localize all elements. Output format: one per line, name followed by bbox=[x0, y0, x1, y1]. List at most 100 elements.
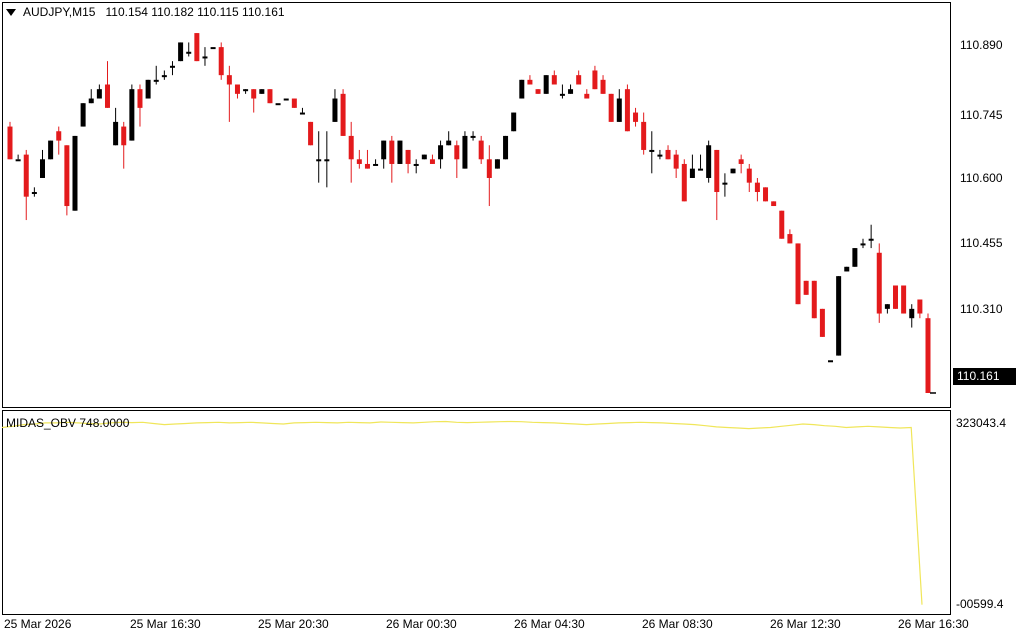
candle-body bbox=[641, 121, 647, 150]
time-tick: 26 Mar 00:30 bbox=[386, 617, 457, 631]
candle-body bbox=[438, 145, 444, 160]
candle-body bbox=[202, 56, 208, 59]
indicator-title: MIDAS_OBV 748.0000 bbox=[6, 416, 130, 430]
time-tick: 25 Mar 20:30 bbox=[258, 617, 329, 631]
candle-body bbox=[210, 47, 216, 50]
candle-body bbox=[868, 238, 874, 241]
price-tick: 110.745 bbox=[960, 108, 1003, 122]
candle-body bbox=[584, 93, 590, 99]
indicator-pane[interactable] bbox=[2, 410, 951, 615]
candle-body bbox=[901, 285, 907, 314]
candle-body bbox=[779, 210, 785, 239]
candle-body bbox=[454, 145, 460, 160]
candle-body bbox=[722, 182, 728, 185]
candle-body bbox=[535, 89, 541, 94]
candle-body bbox=[39, 159, 45, 178]
candle-body bbox=[633, 112, 639, 122]
candle-body bbox=[763, 187, 769, 202]
candle-body bbox=[364, 163, 370, 169]
dropdown-triangle-icon[interactable] bbox=[6, 8, 16, 16]
candle-body bbox=[429, 159, 435, 164]
candle-body bbox=[893, 285, 899, 309]
price-chart-pane[interactable] bbox=[2, 2, 951, 408]
candle-body bbox=[178, 42, 184, 62]
candle-body bbox=[746, 168, 752, 183]
candle-body bbox=[673, 154, 679, 169]
indicator-min-value: -00599.4 bbox=[956, 597, 1004, 611]
candle-body bbox=[608, 93, 614, 122]
candle-body bbox=[803, 280, 809, 295]
symbol-timeframe: AUDJPY,M15 bbox=[23, 5, 96, 19]
candle-body bbox=[96, 89, 102, 99]
candle-body bbox=[194, 33, 200, 62]
indicator-max-value: 323043.4 bbox=[956, 416, 1007, 430]
candle-body bbox=[836, 276, 842, 356]
candle-body bbox=[844, 266, 850, 272]
time-tick: 26 Mar 16:30 bbox=[898, 617, 969, 631]
time-tick: 25 Mar 16:30 bbox=[130, 617, 201, 631]
candle-body bbox=[234, 84, 240, 94]
candle-body bbox=[340, 93, 346, 136]
candle-body bbox=[714, 149, 720, 193]
candle-body bbox=[527, 79, 533, 85]
candle-body bbox=[811, 280, 817, 319]
candle-body bbox=[852, 248, 858, 267]
candle-body bbox=[559, 93, 565, 96]
candle-body bbox=[706, 145, 712, 178]
candle-body bbox=[470, 135, 476, 138]
candle-body bbox=[218, 47, 224, 76]
price-tick: 110.600 bbox=[960, 171, 1003, 185]
candle-body bbox=[381, 140, 387, 160]
candle-body bbox=[308, 121, 314, 146]
candle-body bbox=[576, 75, 582, 85]
candle-body bbox=[413, 163, 419, 166]
candle-body bbox=[153, 79, 159, 82]
ohlc-values: 110.154 110.182 110.115 110.161 bbox=[105, 5, 285, 19]
candle-body bbox=[56, 131, 62, 141]
candle-body bbox=[145, 79, 151, 99]
candle-body bbox=[917, 299, 923, 314]
candle-body bbox=[186, 51, 192, 54]
chart-title: AUDJPY,M15 110.154 110.182 110.115 110.1… bbox=[6, 5, 285, 19]
candle-body bbox=[332, 98, 338, 122]
price-tick: 110.890 bbox=[960, 38, 1003, 52]
candle-body bbox=[494, 159, 500, 169]
candle-body bbox=[251, 89, 257, 99]
candle-body bbox=[226, 75, 232, 85]
candle-body bbox=[738, 159, 744, 164]
candle-body bbox=[316, 159, 322, 162]
candle-body bbox=[121, 126, 127, 146]
time-tick: 26 Mar 08:30 bbox=[642, 617, 713, 631]
candle-body bbox=[592, 70, 598, 90]
candle-body bbox=[299, 112, 305, 115]
candle-body bbox=[267, 89, 273, 104]
candle-body bbox=[551, 75, 557, 85]
candle-body bbox=[129, 89, 135, 141]
candle-body bbox=[275, 103, 281, 106]
candle-body bbox=[478, 140, 484, 160]
candle-body bbox=[446, 140, 452, 146]
candle-body bbox=[771, 201, 777, 207]
candle-body bbox=[860, 243, 866, 246]
candle-body bbox=[828, 360, 834, 363]
candle-body bbox=[698, 168, 704, 171]
candle-body bbox=[64, 145, 70, 207]
candle-body bbox=[787, 234, 793, 244]
candle-body bbox=[486, 159, 492, 178]
time-tick: 26 Mar 12:30 bbox=[770, 617, 841, 631]
candle-body bbox=[511, 112, 517, 132]
obv-line bbox=[1, 420, 923, 605]
candle-body bbox=[137, 89, 143, 108]
candle-body bbox=[161, 75, 167, 78]
candle-body bbox=[243, 89, 249, 92]
candle-body bbox=[405, 149, 411, 164]
candle-body bbox=[925, 318, 931, 393]
candle-body bbox=[543, 75, 549, 94]
candle-body bbox=[503, 135, 509, 160]
candle-body bbox=[909, 308, 915, 319]
candle-body bbox=[730, 168, 736, 174]
candle-body bbox=[15, 159, 21, 162]
candle-body bbox=[884, 304, 890, 309]
price-tick: 110.310 bbox=[960, 302, 1003, 316]
